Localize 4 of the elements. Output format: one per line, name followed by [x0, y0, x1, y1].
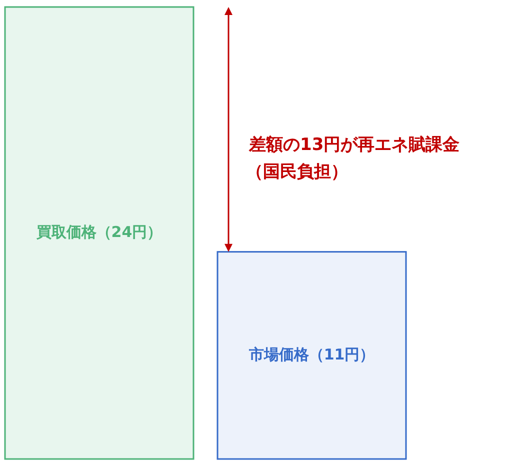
annotation: （国民負担）: [246, 162, 348, 182]
annotation: 差額の13円が再エネ賦課金: [248, 135, 460, 155]
data-label: 買取価格（24円）: [35, 223, 162, 241]
data-label: 市場価格（11円）: [248, 345, 375, 364]
